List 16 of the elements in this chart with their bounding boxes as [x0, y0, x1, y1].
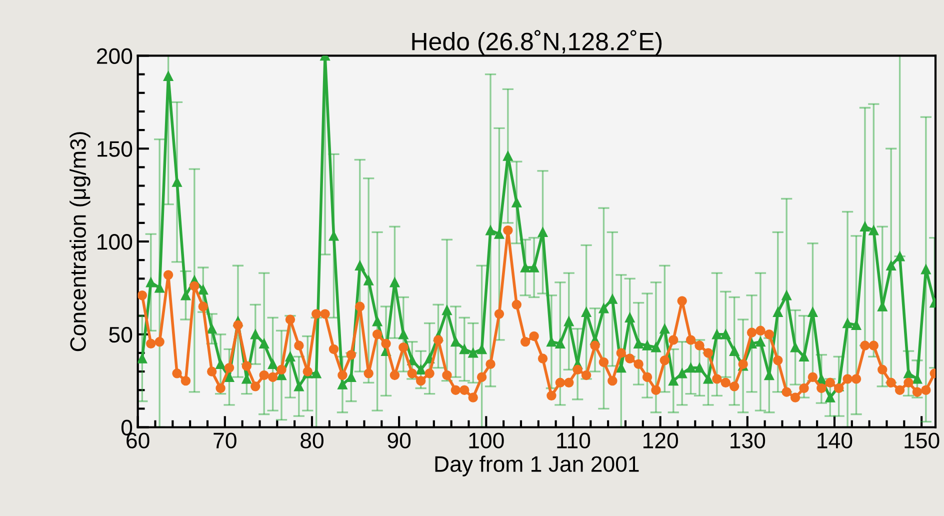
y-tick-label: 50 — [109, 326, 132, 343]
x-tick-label: 90 — [388, 432, 411, 448]
x-tick-label: 140 — [818, 432, 852, 448]
x-tick-label: 80 — [300, 432, 324, 448]
x-tick-label: 70 — [214, 432, 236, 448]
x-tick-label: 110 — [557, 432, 590, 448]
x-axis-title: Day from 1 Jan 2001 — [435, 456, 639, 476]
y-tick-label: 100 — [98, 234, 132, 250]
y-axis-title: Concentration (μg/m3) — [70, 132, 90, 352]
x-tick-label: 150 — [904, 432, 940, 448]
x-tick-label: 120 — [643, 432, 678, 448]
y-tick-label: 200 — [97, 48, 132, 64]
x-tick-label: 130 — [730, 432, 766, 448]
chart-title: Hedo (26.8˚N,128.2˚E) — [412, 30, 662, 56]
y-tick-label: 150 — [98, 141, 132, 157]
x-tick-label: 100 — [469, 432, 504, 448]
